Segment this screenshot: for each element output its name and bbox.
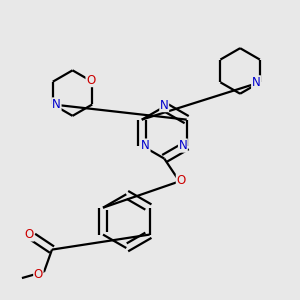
Text: N: N [52, 98, 61, 111]
Text: N: N [141, 139, 150, 152]
Text: N: N [252, 76, 260, 89]
Text: O: O [176, 174, 186, 187]
Text: O: O [34, 268, 43, 281]
Text: N: N [160, 99, 169, 112]
Text: N: N [178, 139, 187, 152]
Text: O: O [25, 228, 34, 241]
Text: O: O [86, 74, 95, 87]
